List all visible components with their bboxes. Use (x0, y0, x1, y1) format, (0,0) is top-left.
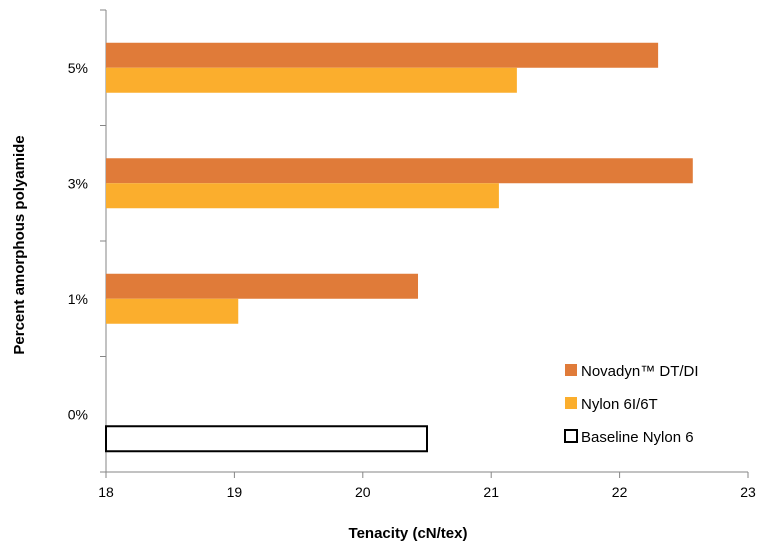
x-tick-label: 20 (355, 484, 371, 500)
bar-novadyn-dt-di-3pct (106, 158, 693, 184)
y-axis-title: Percent amorphous polyamide (11, 135, 28, 354)
bar-nylon-6i-6t-1pct (106, 298, 239, 324)
y-tick-label: 0% (68, 406, 88, 422)
legend: Novadyn™ DT/DI Nylon 6I/6T Baseline Nylon … (564, 363, 699, 446)
x-tick-label: 19 (227, 484, 243, 500)
x-tick-label: 22 (612, 484, 628, 500)
legend-label: Novadyn™ DT/DI (581, 363, 699, 380)
bar-nylon-6i-6t-5pct (106, 67, 517, 93)
y-tick-label: 5% (68, 60, 88, 76)
x-tick-label: 23 (740, 484, 756, 500)
legend-swatch (565, 397, 577, 409)
bar-novadyn-dt-di-5pct (106, 42, 659, 68)
legend-swatch (564, 429, 578, 443)
tick-labels: 18 19 20 21 22 23 0% 1% 3% 5% (68, 60, 756, 500)
y-tick-label: 3% (68, 175, 88, 191)
x-tick-label: 18 (98, 484, 114, 500)
bar-nylon-6i-6t-3pct (106, 183, 499, 209)
bars (105, 42, 693, 453)
legend-label: Nylon 6I/6T (581, 396, 658, 413)
x-axis-title: Tenacity (cN/tex) (349, 525, 468, 542)
bar-novadyn-dt-di-1pct (106, 273, 419, 299)
x-tick-label: 21 (483, 484, 499, 500)
legend-swatch (565, 364, 577, 376)
legend-label: Baseline Nylon 6 (581, 429, 694, 446)
bar-baseline-nylon-6-0pct (105, 425, 428, 453)
y-tick-label: 1% (68, 291, 88, 307)
